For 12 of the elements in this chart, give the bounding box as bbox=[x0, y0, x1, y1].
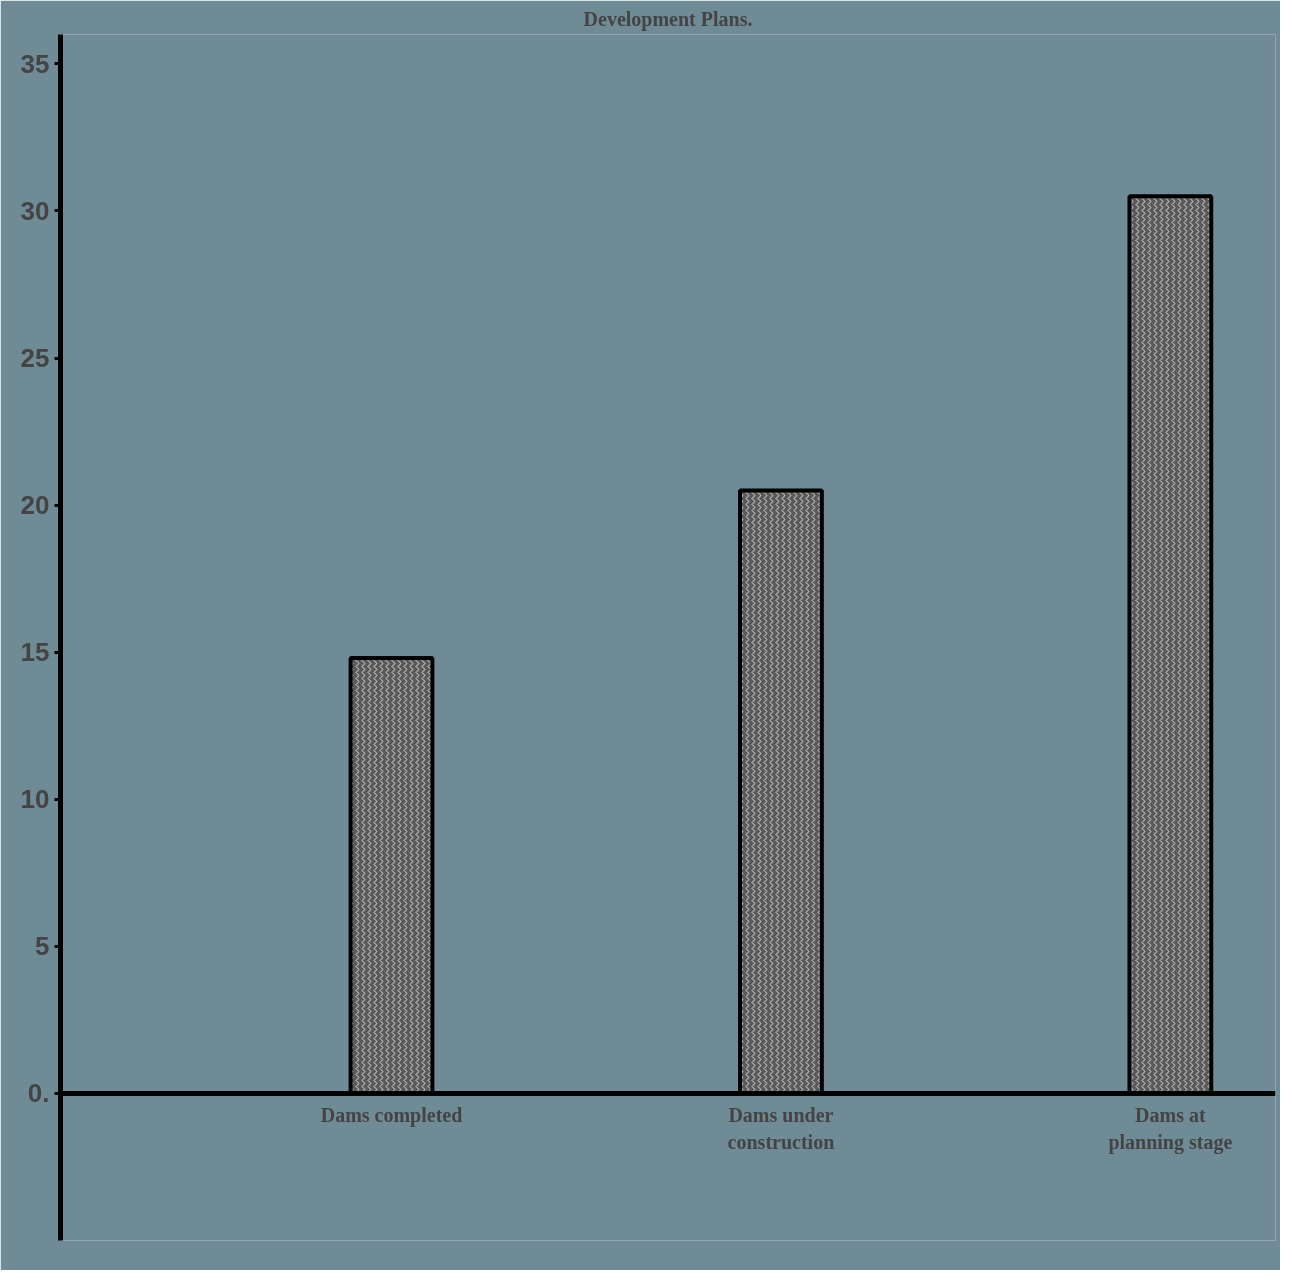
y-tick-label: 35 bbox=[20, 48, 50, 79]
y-tick-label: 25 bbox=[20, 343, 50, 374]
x-tick-label: Dams under construction bbox=[727, 1104, 835, 1153]
y-tick-label: 5 bbox=[35, 931, 50, 962]
x-tick-label: Dams completed bbox=[320, 1104, 463, 1128]
x-tick-label: Dams at planning stage bbox=[1108, 1104, 1233, 1154]
y-tick-label: 10 bbox=[20, 784, 50, 815]
y-tick-label: 20 bbox=[20, 490, 50, 521]
y-tick-label: 0. bbox=[27, 1078, 50, 1109]
y-tick-label: 15 bbox=[20, 637, 50, 668]
chart-title: Development Plans. bbox=[583, 7, 753, 31]
y-tick-label: 30 bbox=[20, 195, 50, 226]
